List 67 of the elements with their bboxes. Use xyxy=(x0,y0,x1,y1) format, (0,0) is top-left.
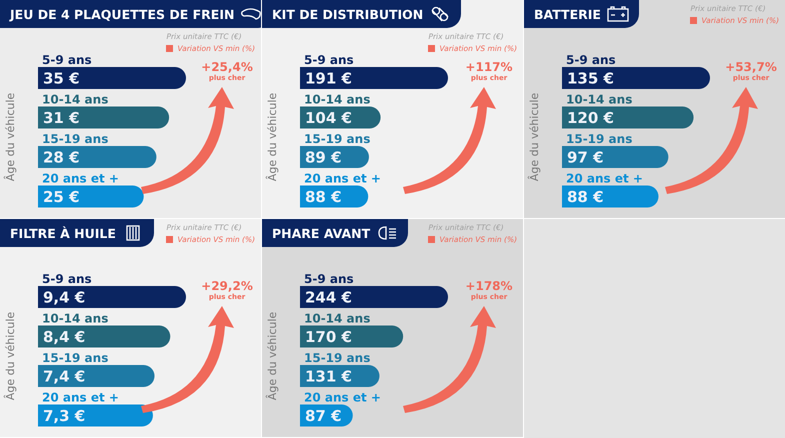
chart-title: FILTRE À HUILE xyxy=(10,226,116,240)
y-axis-title: Âge du véhicule xyxy=(2,312,17,400)
data-label: 97 € xyxy=(567,148,604,166)
data-label: 88 € xyxy=(567,188,604,206)
chart-title: KIT DE DISTRIBUTION xyxy=(272,6,424,22)
y-tick-label: 20 ans et + xyxy=(566,171,643,186)
y-tick-label: 10-14 ans xyxy=(304,92,370,106)
data-label: 28 € xyxy=(43,148,80,166)
bar xyxy=(562,146,668,168)
y-axis-title: Âge du véhicule xyxy=(526,92,541,182)
y-tick-label: 20 ans et + xyxy=(304,171,381,186)
chart-title: JEU DE 4 PLAQUETTES DE FREIN xyxy=(10,6,234,22)
text: +29,2% xyxy=(200,279,254,293)
data-label: 89 € xyxy=(305,148,342,166)
y-tick-label: 15-19 ans xyxy=(42,132,108,146)
y-tick-label: 5-9 ans xyxy=(42,52,92,67)
y-tick-label: 20 ans et + xyxy=(42,171,119,186)
bar xyxy=(38,286,186,308)
data-label: 104 € xyxy=(305,108,352,127)
data-label: 170 € xyxy=(305,328,352,346)
y-axis-title: Âge du véhicule xyxy=(2,92,17,182)
y-tick-label: 5-9 ans xyxy=(304,272,354,286)
data-label: 120 € xyxy=(567,108,614,127)
data-label: 7,3 € xyxy=(43,406,86,425)
y-tick-label: 10-14 ans xyxy=(42,311,108,326)
data-label: 8,4 € xyxy=(43,328,86,346)
y-tick-label: 15-19 ans xyxy=(304,350,370,365)
y-tick-label: 20 ans et + xyxy=(304,390,381,404)
data-label: 191 € xyxy=(305,69,352,88)
data-label: 7,4 € xyxy=(43,367,86,386)
text: +53,7% xyxy=(724,60,778,74)
bar xyxy=(300,67,448,89)
y-axis-title: Âge du véhicule xyxy=(264,312,279,400)
chart-title: PHARE AVANT xyxy=(272,226,370,240)
data-label: 31 € xyxy=(43,108,80,127)
y-tick-label: 10-14 ans xyxy=(566,92,632,106)
bar xyxy=(38,67,186,89)
data-label: 131 € xyxy=(305,367,352,386)
y-tick-label: 10-14 ans xyxy=(304,311,370,326)
data-label: 244 € xyxy=(305,288,352,306)
y-tick-label: 5-9 ans xyxy=(566,52,616,67)
y-tick-label: 5-9 ans xyxy=(42,272,92,286)
y-tick-label: 15-19 ans xyxy=(42,350,108,365)
bar xyxy=(38,186,144,208)
y-tick-label: 10-14 ans xyxy=(42,92,108,106)
bar xyxy=(300,286,448,308)
bar xyxy=(38,365,155,387)
y-tick-label: 15-19 ans xyxy=(566,132,632,146)
y-tick-label: 5-9 ans xyxy=(304,52,354,67)
bar xyxy=(38,106,170,128)
data-label: 87 € xyxy=(305,406,342,425)
bar xyxy=(562,67,710,89)
bar xyxy=(562,106,694,128)
text: +25,4% xyxy=(200,60,254,74)
y-axis-title: Âge du véhicule xyxy=(264,92,279,182)
data-label: 88 € xyxy=(305,188,342,206)
data-label: 135 € xyxy=(567,69,614,88)
bar xyxy=(38,326,170,348)
data-label: 9,4 € xyxy=(43,288,86,306)
text: +178% xyxy=(464,279,514,293)
chart-title: BATTERIE xyxy=(534,6,601,22)
data-label: 25 € xyxy=(43,188,80,206)
y-tick-label: 15-19 ans xyxy=(304,132,370,146)
bar xyxy=(38,146,156,168)
y-tick-label: 20 ans et + xyxy=(42,390,119,404)
data-label: 35 € xyxy=(43,69,80,88)
text: +117% xyxy=(464,60,514,74)
